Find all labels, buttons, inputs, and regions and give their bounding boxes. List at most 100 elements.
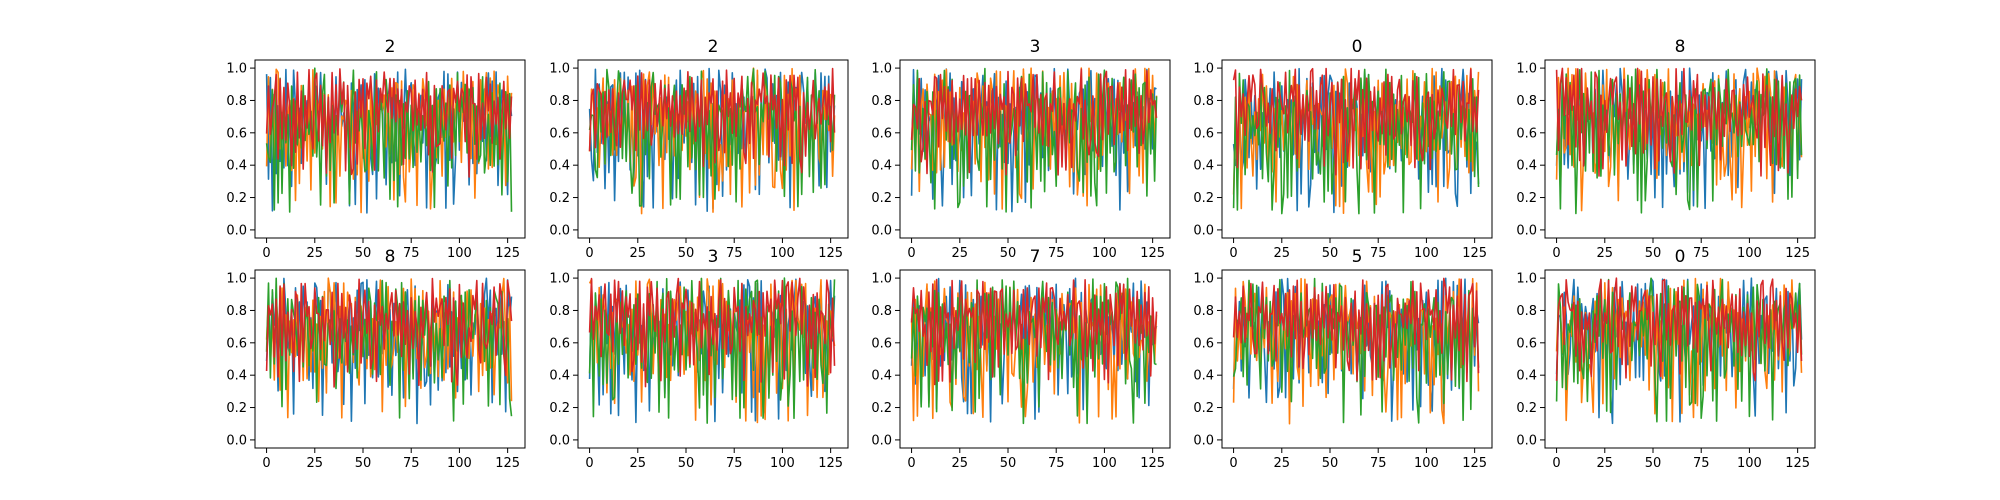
y-tick-label: 0.2 bbox=[226, 191, 247, 206]
y-tick: 1.0 bbox=[549, 62, 578, 77]
x-tick: 50 bbox=[1645, 238, 1661, 261]
subplot-7: 0 25 50 75 100 125 0.0 0.2 0.4 0.6 0.8 1.0 7 bbox=[871, 247, 1171, 471]
x-tick-label: 25 bbox=[630, 246, 647, 261]
y-tick-label: 1.0 bbox=[549, 272, 570, 287]
y-tick-label: 0.6 bbox=[1193, 336, 1214, 351]
x-tick: 25 bbox=[952, 238, 968, 261]
y-tick-label: 0.0 bbox=[549, 223, 570, 238]
y-tick: 0.0 bbox=[1193, 433, 1222, 448]
subplot-title: 8 bbox=[1675, 37, 1686, 57]
y-tick-label: 0.8 bbox=[1516, 304, 1537, 319]
subplot-title: 3 bbox=[708, 247, 719, 267]
y-tick-label: 0.2 bbox=[549, 191, 570, 206]
y-tick: 0.0 bbox=[1193, 223, 1222, 238]
x-tick-label: 75 bbox=[403, 456, 420, 471]
y-tick: 0.8 bbox=[1193, 94, 1222, 109]
x-tick-label: 125 bbox=[1462, 246, 1487, 261]
x-tick-label: 25 bbox=[307, 246, 324, 261]
x-tick: 75 bbox=[726, 238, 743, 261]
x-tick-label: 125 bbox=[1462, 456, 1487, 471]
x-tick-label: 125 bbox=[1785, 456, 1810, 471]
y-tick: 0.2 bbox=[1193, 401, 1222, 416]
y-tick: 0.6 bbox=[1516, 126, 1545, 141]
y-tick: 0.2 bbox=[1193, 191, 1222, 206]
series-line-3 bbox=[910, 68, 1158, 176]
x-tick-label: 125 bbox=[495, 456, 520, 471]
x-tick-label: 75 bbox=[726, 456, 743, 471]
y-tick-label: 0.2 bbox=[871, 191, 892, 206]
x-tick: 100 bbox=[1414, 238, 1439, 261]
y-tick-label: 0.4 bbox=[871, 159, 892, 174]
y-tick-label: 0.0 bbox=[549, 433, 570, 448]
y-tick: 0.6 bbox=[871, 336, 900, 351]
subplot-8: 0 25 50 75 100 125 0.0 0.2 0.4 0.6 0.8 1.0 5 bbox=[1193, 247, 1493, 471]
x-tick: 0 bbox=[907, 238, 916, 261]
axes-frame bbox=[899, 269, 1171, 449]
x-tick-label: 75 bbox=[726, 246, 743, 261]
subplot-title: 2 bbox=[385, 37, 396, 57]
y-tick: 0.0 bbox=[871, 223, 900, 238]
x-tick: 100 bbox=[447, 238, 472, 261]
y-tick-label: 0.8 bbox=[549, 304, 570, 319]
x-tick: 0 bbox=[907, 448, 916, 471]
y-tick: 0.2 bbox=[871, 401, 900, 416]
x-tick-label: 100 bbox=[1737, 246, 1762, 261]
y-tick: 0.8 bbox=[226, 94, 255, 109]
series-line-3 bbox=[1555, 67, 1803, 177]
y-tick-label: 0.0 bbox=[1193, 433, 1214, 448]
subplot-title: 3 bbox=[1030, 37, 1041, 57]
y-tick-label: 0.2 bbox=[549, 401, 570, 416]
x-tick: 25 bbox=[952, 448, 968, 471]
x-tick-label: 25 bbox=[1597, 246, 1614, 261]
x-tick: 75 bbox=[1693, 448, 1709, 471]
x-tick-label: 0 bbox=[585, 456, 593, 471]
x-tick-label: 50 bbox=[678, 456, 695, 471]
y-tick-label: 0.6 bbox=[226, 126, 247, 141]
x-tick: 25 bbox=[630, 238, 647, 261]
y-tick: 0.0 bbox=[226, 433, 255, 448]
y-tick-label: 0.4 bbox=[226, 159, 247, 174]
y-tick-label: 0.2 bbox=[226, 401, 247, 416]
axes-frame bbox=[577, 59, 849, 239]
y-tick-label: 0.2 bbox=[1516, 191, 1537, 206]
subplot-6: 0 25 50 75 100 125 0.0 0.2 0.4 0.6 0.8 1.0 3 bbox=[549, 247, 849, 471]
x-tick: 50 bbox=[1000, 238, 1016, 261]
x-tick: 25 bbox=[307, 448, 323, 471]
y-tick: 0.6 bbox=[1193, 336, 1222, 351]
y-tick: 0.4 bbox=[226, 369, 255, 384]
x-tick: 50 bbox=[678, 238, 694, 261]
x-tick: 75 bbox=[403, 238, 419, 261]
y-tick-label: 0.4 bbox=[871, 369, 892, 384]
x-tick-label: 0 bbox=[262, 456, 270, 471]
x-tick-label: 0 bbox=[585, 246, 593, 261]
x-tick: 100 bbox=[1737, 238, 1762, 261]
y-tick: 0.0 bbox=[549, 223, 578, 238]
x-tick: 75 bbox=[1370, 238, 1387, 261]
x-tick-label: 0 bbox=[907, 456, 915, 471]
y-tick: 0.8 bbox=[871, 304, 900, 319]
x-tick-label: 100 bbox=[770, 246, 795, 261]
axes-frame bbox=[899, 59, 1171, 239]
y-tick: 1.0 bbox=[226, 62, 255, 77]
x-tick: 125 bbox=[1785, 238, 1810, 261]
x-tick-label: 100 bbox=[1092, 456, 1117, 471]
x-tick-label: 100 bbox=[447, 246, 472, 261]
y-tick-label: 1.0 bbox=[226, 272, 247, 287]
y-tick-label: 0.6 bbox=[226, 336, 247, 351]
y-tick: 0.8 bbox=[1516, 304, 1545, 319]
x-tick-label: 75 bbox=[1370, 246, 1387, 261]
x-tick: 75 bbox=[1693, 238, 1709, 261]
x-tick: 50 bbox=[355, 238, 371, 261]
y-tick: 1.0 bbox=[226, 272, 255, 287]
y-tick: 0.0 bbox=[1516, 433, 1545, 448]
series-line-3 bbox=[1232, 277, 1480, 383]
x-tick: 25 bbox=[630, 448, 646, 471]
y-tick: 0.2 bbox=[549, 191, 578, 206]
series-line-1 bbox=[265, 277, 513, 419]
y-tick-label: 0.4 bbox=[226, 369, 247, 384]
series-line-3 bbox=[588, 67, 836, 174]
x-tick: 125 bbox=[1462, 448, 1487, 471]
y-tick: 0.6 bbox=[549, 336, 578, 351]
y-tick-label: 0.8 bbox=[226, 94, 247, 109]
y-tick: 0.6 bbox=[226, 126, 255, 141]
